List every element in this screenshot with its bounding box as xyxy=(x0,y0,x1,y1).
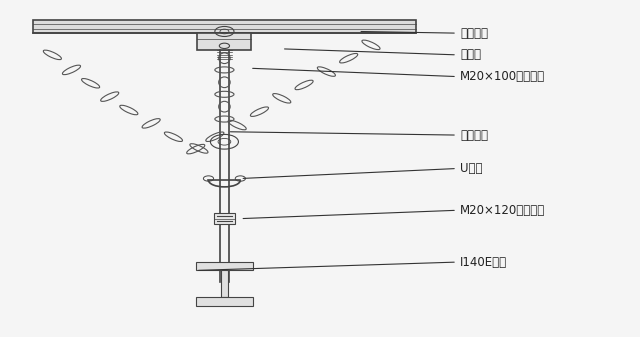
Bar xyxy=(221,270,228,297)
Text: M20×100高强螺栓: M20×100高强螺栓 xyxy=(460,70,545,83)
Text: 支撑横梁: 支撑横梁 xyxy=(460,27,488,40)
Text: M20×120高强螺栓: M20×120高强螺栓 xyxy=(460,204,545,217)
Text: U型环: U型环 xyxy=(460,162,483,175)
Text: 吸挂锁条: 吸挂锁条 xyxy=(460,129,488,142)
Bar xyxy=(33,20,415,33)
Bar xyxy=(196,297,253,306)
Bar xyxy=(196,262,253,270)
Bar xyxy=(197,33,252,50)
Bar xyxy=(214,213,235,224)
Text: I140E轨道: I140E轨道 xyxy=(460,255,508,269)
Text: 吸挂板: 吸挂板 xyxy=(460,49,481,61)
